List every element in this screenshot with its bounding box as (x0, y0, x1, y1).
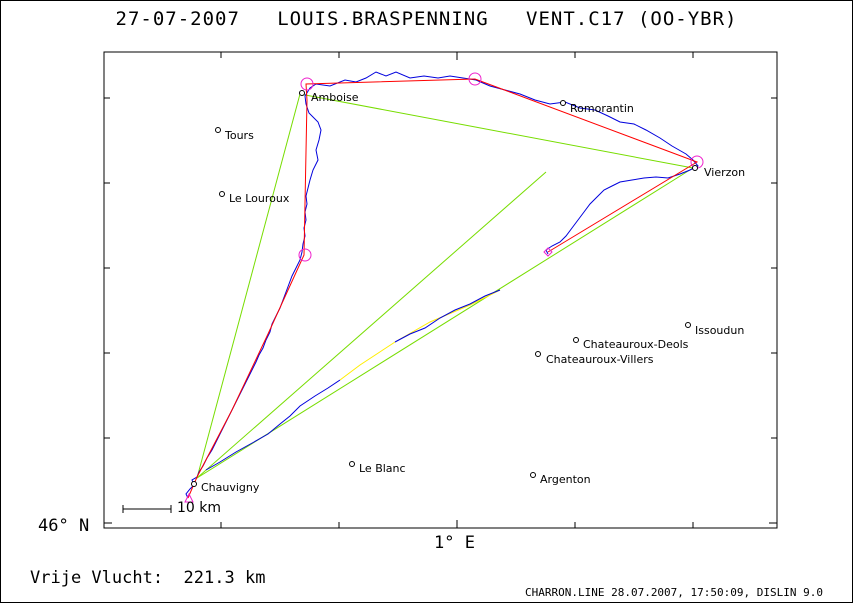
town-label-vierzon: Vierzon (704, 166, 746, 179)
turnpoint-north (468, 72, 482, 86)
town-label-chateauroux-villers: Chateauroux-Villers (546, 353, 654, 366)
town-label-chauvigny: Chauvigny (201, 481, 260, 494)
chart-title: 27-07-2007 LOUIS.BRASPENNING VENT.C17 (O… (0, 8, 853, 30)
task-route (187, 78, 699, 499)
town-label-romorantin: Romorantin (570, 102, 634, 115)
y-axis-label: 46° N (38, 516, 90, 536)
town-marker-argenton (530, 472, 536, 478)
town-label-le-louroux: Le Louroux (229, 192, 290, 205)
town-marker-chauvigny (191, 481, 197, 487)
turnpoint-west (298, 248, 312, 262)
town-label-le-blanc: Le Blanc (359, 462, 406, 475)
town-marker-vierzon (692, 165, 698, 171)
triangle-leg-southeast (196, 167, 694, 479)
gps-track-south (205, 379, 341, 471)
town-marker-tours (215, 127, 221, 133)
glider-name: VENT.C17 (OO-YBR) (526, 8, 738, 30)
start-marker (184, 492, 194, 503)
town-marker-amboise (299, 90, 305, 96)
town-marker-le-blanc (349, 461, 355, 467)
town-label-amboise: Amboise (311, 91, 359, 104)
flight-date: 27-07-2007 (115, 8, 240, 30)
footer-info: CHARRON.LINE 28.07.2007, 17:50:09, DISLI… (524, 586, 823, 599)
town-marker-le-louroux (219, 191, 225, 197)
town-marker-chateauroux-deols (573, 337, 579, 343)
finish-marker (543, 247, 553, 257)
gps-track-middle (394, 289, 501, 343)
town-label-tours: Tours (225, 129, 254, 142)
town-label-issoudun: Issoudun (695, 324, 745, 337)
triangle-leg-west (196, 93, 301, 479)
triangle-closing-line (196, 171, 547, 479)
gps-track (185, 71, 699, 499)
triangle-lines (196, 93, 694, 479)
turnpoints (184, 72, 704, 503)
scale-bar (122, 505, 172, 513)
turnpoint-north-west (300, 77, 314, 91)
scale-label: 10 km (177, 500, 222, 516)
town-marker-romorantin (560, 100, 566, 106)
pilot-name: LOUIS.BRASPENNING (277, 8, 489, 30)
town-marker-chateauroux-villers (535, 351, 541, 357)
town-label-chateauroux-deols: Chateauroux-Deols (583, 338, 689, 351)
x-axis-label: 1° E (434, 533, 475, 553)
distance-summary: Vrije Vlucht: 221.3 km (30, 568, 265, 588)
town-marker-issoudun (685, 322, 691, 328)
town-markers (191, 90, 698, 487)
town-label-argenton: Argenton (540, 473, 591, 486)
distance-value: 221.3 km (183, 568, 266, 588)
axis-ticks (104, 52, 777, 528)
track-gap-segment (339, 289, 501, 381)
distance-label: Vrije Vlucht: (30, 568, 164, 588)
plot-frame (103, 51, 778, 529)
triangle-leg-north (299, 93, 694, 169)
